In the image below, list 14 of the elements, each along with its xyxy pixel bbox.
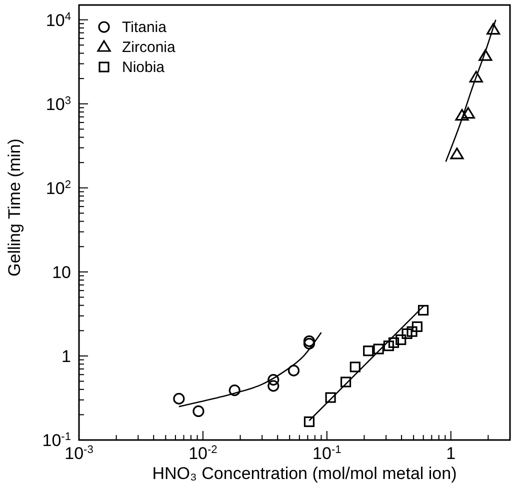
legend-label: Niobia bbox=[122, 59, 166, 76]
x-axis-title: HNO₃ Concentration (mol/mol metal ion) bbox=[152, 464, 457, 483]
y-tick-label: 10$^{2}$ bbox=[46, 178, 71, 198]
y-tick-label: 10 bbox=[52, 262, 71, 282]
legend-label: Titania bbox=[122, 19, 168, 36]
y-tick-label: 10$^{3}$ bbox=[46, 94, 71, 114]
y-tick-label: 1 bbox=[62, 346, 71, 366]
x-tick-label: 10$^{-3}$ bbox=[64, 444, 94, 463]
x-tick-label: 10$^{-2}$ bbox=[188, 444, 218, 463]
x-tick-label: 1 bbox=[446, 444, 456, 463]
x-tick-label: 10$^{-1}$ bbox=[312, 444, 342, 463]
y-tick-label: 10$^{4}$ bbox=[46, 10, 71, 30]
y-axis-title: Gelling Time (min) bbox=[5, 138, 24, 276]
legend-label: Zirconia bbox=[122, 39, 176, 56]
